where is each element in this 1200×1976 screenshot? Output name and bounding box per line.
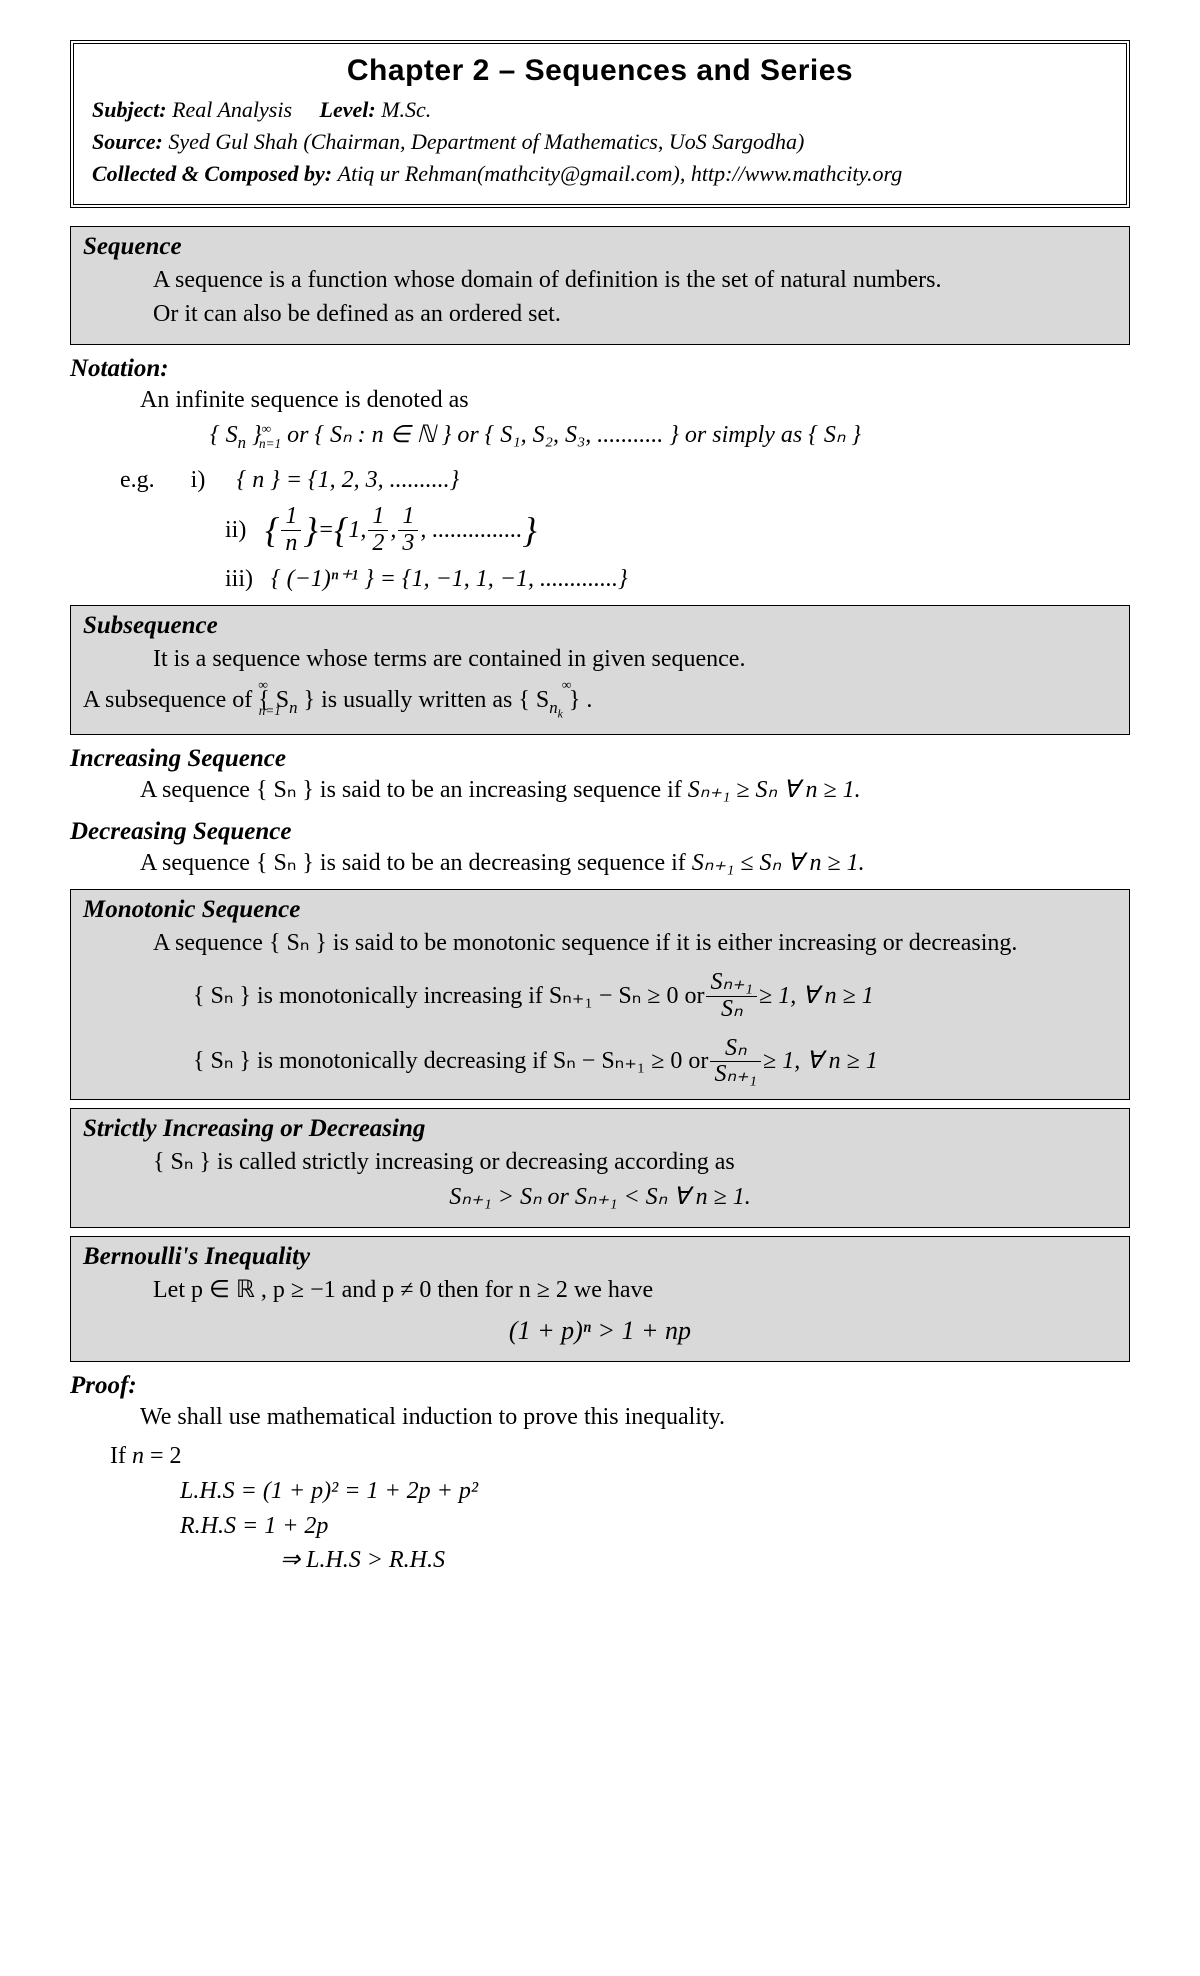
mono-intro-txt: A sequence { Sₙ } is said to be monotoni… [153,930,1017,956]
ex2-lo: { [265,504,279,556]
md-b: ≥ 1, ∀ n ≥ 1 [763,1044,878,1079]
ex2-rc: } [522,504,536,556]
mi-a: { Sₙ } is monotonically increasing if Sₙ… [193,979,704,1014]
meta-source: Source: Syed Gul Shah (Chairman, Departm… [92,126,1108,158]
notation-ex2: ii) { 1n } = { 1, 12, 13 , .............… [70,504,1130,556]
n-or1: or [287,422,314,448]
mi-b: ≥ 1, ∀ n ≥ 1 [759,979,874,1014]
proof-rhs: R.H.S = 1 + 2p [180,1509,1130,1544]
bern-formula: (1 + p)ⁿ > 1 + np [83,1312,1117,1350]
inc-title: Increasing Sequence [70,745,1130,773]
inc-text: A sequence { Sₙ } is said to be an incre… [70,773,1130,808]
bern-title: Bernoulli's Inequality [83,1243,1117,1271]
proof-title: Proof: [70,1372,1130,1400]
ex1-label: i) [191,463,231,498]
notation-ex3: iii) { (−1)ⁿ⁺¹ } = {1, −1, 1, −1, ......… [70,562,1130,597]
dec-text: A sequence { Sₙ } is said to be an decre… [70,846,1130,881]
source-value: Syed Gul Shah (Chairman, Department of M… [168,129,804,154]
strict-line1: { Sₙ } is called strictly increasing or … [83,1145,1117,1180]
section-strict: Strictly Increasing or Decreasing { Sₙ }… [70,1108,1130,1228]
inc-a: A sequence { Sₙ } is said to be an incre… [140,777,688,803]
notation-title: Notation: [70,355,1130,383]
header-box: Chapter 2 – Sequences and Series Subject… [70,40,1130,208]
ss-b: } is usually written as { S [298,687,550,713]
chapter-title: Chapter 2 – Sequences and Series [92,54,1108,88]
mi-num: Sₙ₊₁ [706,970,757,996]
collected-label: Collected & Composed by: [92,161,332,186]
notation-forms: { Sn }∞n=1 or { Sₙ : n ∈ ℕ } or { S₁, S₂… [70,418,1130,455]
n-or3: or simply as [685,422,808,448]
section-bernoulli: Bernoulli's Inequality Let p ∈ ℝ , p ≥ −… [70,1236,1130,1362]
sequence-title: Sequence [83,233,1117,261]
dec-a: A sequence { Sₙ } is said to be an decre… [140,850,692,876]
subseq-title: Subsequence [83,612,1117,640]
ex3: { (−1)ⁿ⁺¹ } = {1, −1, 1, −1, ...........… [271,566,628,592]
proof-ifn: If If n = 2n = 2 [70,1439,1130,1474]
eg-label: e.g. [120,467,155,493]
ex2-re: , ............... [420,513,522,548]
md-num: Sₙ [710,1036,761,1062]
ex1: { n } = {1, 2, 3, ..........} [237,467,460,493]
meta-subject-level: Subject: Real Analysis Level: M.Sc. [92,94,1108,126]
section-subsequence: Subsequence It is a sequence whose terms… [70,605,1130,735]
md-a: { Sₙ } is monotonically decreasing if Sₙ… [193,1044,708,1079]
mono-inc: { Sₙ } is monotonically increasing if Sₙ… [83,970,1117,1021]
sequence-def1-text: A sequence is a function whose domain of… [153,267,941,293]
ex2-ro: { [334,504,348,556]
notation-intro: An infinite sequence is denoted as [70,383,1130,418]
bl: Let p ∈ ℝ , p ≥ −1 and p ≠ 0 then for n … [153,1277,653,1303]
collected-value: Atiq ur Rehman(mathcity@gmail.com), http… [338,161,903,186]
meta-collected: Collected & Composed by: Atiq ur Rehman(… [92,158,1108,190]
subseq-notation: A subsequence of { Sn } is usually writt… [83,683,1117,722]
subseq-def: It is a sequence whose terms are contain… [83,642,1117,677]
notation-examples: e.g. i) { n } = {1, 2, 3, ..........} [70,463,1130,498]
level-label: Level: [320,97,376,122]
mono-title: Monotonic Sequence [83,896,1117,924]
proof-line1: We shall use mathematical induction to p… [70,1400,1130,1435]
mono-intro: A sequence { Sₙ } is said to be monotoni… [83,926,1117,961]
st-l1: { Sₙ } is called strictly increasing or … [153,1149,735,1175]
section-sequence: Sequence A sequence is a function whose … [70,226,1130,346]
source-label: Source: [92,129,163,154]
section-monotonic: Monotonic Sequence A sequence { Sₙ } is … [70,889,1130,1101]
proof-lhs: L.H.S = (1 + p)² = 1 + 2p + p² [180,1474,1130,1509]
dec-b: Sₙ₊₁ ≤ Sₙ ∀ n ≥ 1. [692,850,865,876]
n-set4: { Sₙ } [808,422,861,448]
mi-den: Sₙ [706,997,757,1022]
n-set3: { S₁, S₂, S₃, ........... } [485,422,679,448]
bern-let: Let p ∈ ℝ , p ≥ −1 and p ≠ 0 then for n … [83,1273,1117,1308]
subject-value: Real Analysis [172,97,292,122]
level-value: M.Sc. [381,97,431,122]
ex3-label: iii) [225,562,265,597]
n-a: { S [210,422,238,448]
strict-title: Strictly Increasing or Decreasing [83,1115,1117,1143]
sequence-def1: A sequence is a function whose domain of… [83,263,1117,298]
proof-concl: ⇒ L.H.S > R.H.S [70,1543,1130,1578]
dec-title: Decreasing Sequence [70,818,1130,846]
mono-dec: { Sₙ } is monotonically decreasing if Sₙ… [83,1036,1117,1087]
n-or2: or [457,422,484,448]
md-den: Sₙ₊₁ [710,1062,761,1087]
ex2-eq: = [318,513,334,548]
n-set2: { Sₙ : n ∈ ℕ } [314,422,451,448]
ex2-r1: 1, [348,513,366,548]
sequence-def2: Or it can also be defined as an ordered … [83,297,1117,332]
ex2-label: ii) [225,513,265,548]
ex2-lc: } [303,504,317,556]
subject-label: Subject: [92,97,167,122]
strict-line2: Sₙ₊₁ > Sₙ or Sₙ₊₁ < Sₙ ∀ n ≥ 1. [83,1180,1117,1215]
inc-b: Sₙ₊₁ ≥ Sₙ ∀ n ≥ 1. [688,777,861,803]
